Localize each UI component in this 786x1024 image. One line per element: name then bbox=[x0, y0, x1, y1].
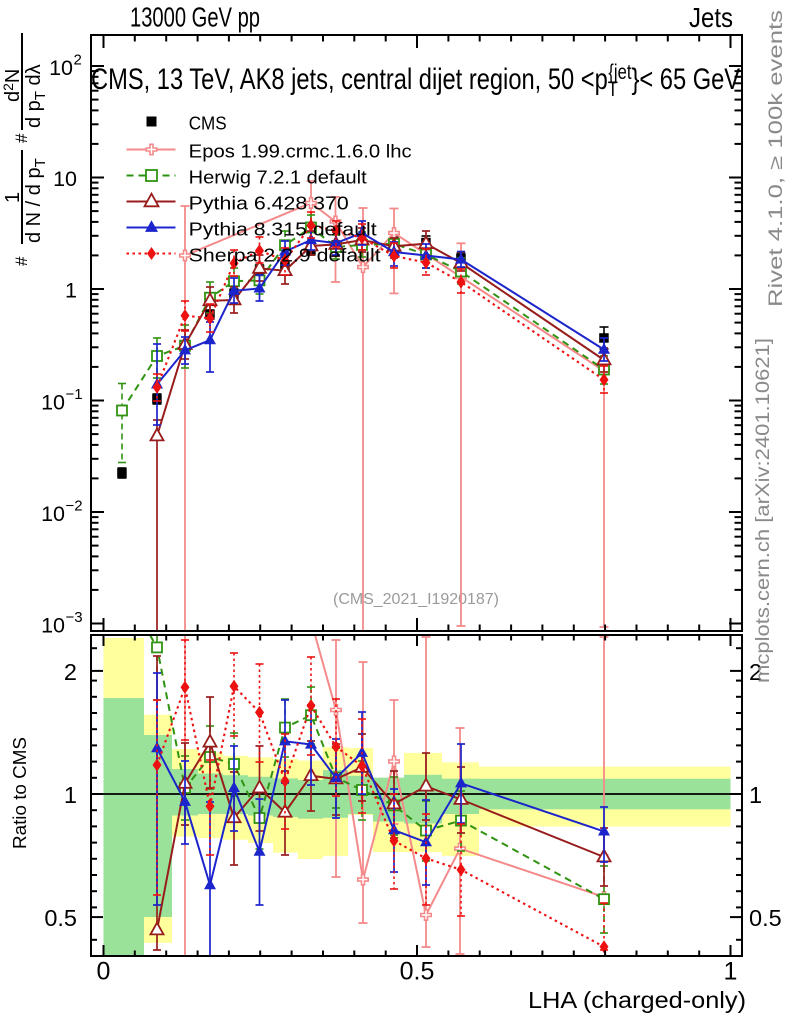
svg-text:−1: −1 bbox=[66, 386, 83, 403]
svg-text:13000 GeV pp: 13000 GeV pp bbox=[130, 2, 260, 33]
svg-text:1: 1 bbox=[2, 192, 24, 203]
svg-text:0: 0 bbox=[97, 958, 111, 986]
svg-text:CMS: CMS bbox=[189, 113, 227, 134]
svg-text:d N / d pT: d N / d pT bbox=[23, 158, 49, 243]
svg-text:CMS, 13 TeV, AK8 jets, central: CMS, 13 TeV, AK8 jets, central dijet reg… bbox=[91, 61, 740, 101]
svg-text:10: 10 bbox=[41, 391, 65, 415]
svg-text:1: 1 bbox=[749, 782, 762, 808]
svg-text:0.5: 0.5 bbox=[44, 905, 77, 931]
svg-text:10: 10 bbox=[41, 502, 65, 526]
svg-text:10: 10 bbox=[41, 614, 65, 638]
svg-text:10: 10 bbox=[53, 167, 77, 191]
svg-text:2: 2 bbox=[74, 52, 82, 69]
svg-text:LHA (charged-only): LHA (charged-only) bbox=[528, 987, 746, 1013]
svg-text:0.5: 0.5 bbox=[400, 958, 435, 986]
svg-text:2: 2 bbox=[749, 659, 762, 685]
svg-text:−3: −3 bbox=[66, 609, 83, 626]
svg-text:−2: −2 bbox=[66, 498, 83, 515]
svg-text:Pythia 6.428 370: Pythia 6.428 370 bbox=[189, 193, 349, 214]
svg-text:#: # bbox=[12, 256, 31, 266]
svg-text:Ratio to CMS: Ratio to CMS bbox=[10, 737, 30, 849]
svg-text:1: 1 bbox=[64, 782, 77, 808]
svg-text:2: 2 bbox=[64, 659, 77, 685]
svg-text:1: 1 bbox=[65, 279, 77, 303]
svg-text:#: # bbox=[12, 133, 31, 143]
svg-text:Pythia 8.315 default: Pythia 8.315 default bbox=[189, 219, 377, 240]
svg-text:Herwig 7.2.1 default: Herwig 7.2.1 default bbox=[189, 167, 367, 188]
svg-text:Jets: Jets bbox=[689, 2, 733, 33]
svg-text:Rivet 4.1.0, ≥ 100k events: Rivet 4.1.0, ≥ 100k events bbox=[766, 10, 786, 307]
svg-text:mcplots.cern.ch [arXiv:2401.10: mcplots.cern.ch [arXiv:2401.10621] bbox=[753, 338, 774, 683]
svg-text:1: 1 bbox=[724, 958, 738, 986]
svg-text:0.5: 0.5 bbox=[749, 905, 782, 931]
svg-text:Epos 1.99.crmc.1.6.0 lhc: Epos 1.99.crmc.1.6.0 lhc bbox=[189, 141, 412, 162]
svg-text:(CMS_2021_I1920187): (CMS_2021_I1920187) bbox=[333, 591, 499, 608]
svg-text:10: 10 bbox=[49, 56, 73, 80]
svg-text:Sherpa 2.2.9 default: Sherpa 2.2.9 default bbox=[189, 245, 381, 266]
